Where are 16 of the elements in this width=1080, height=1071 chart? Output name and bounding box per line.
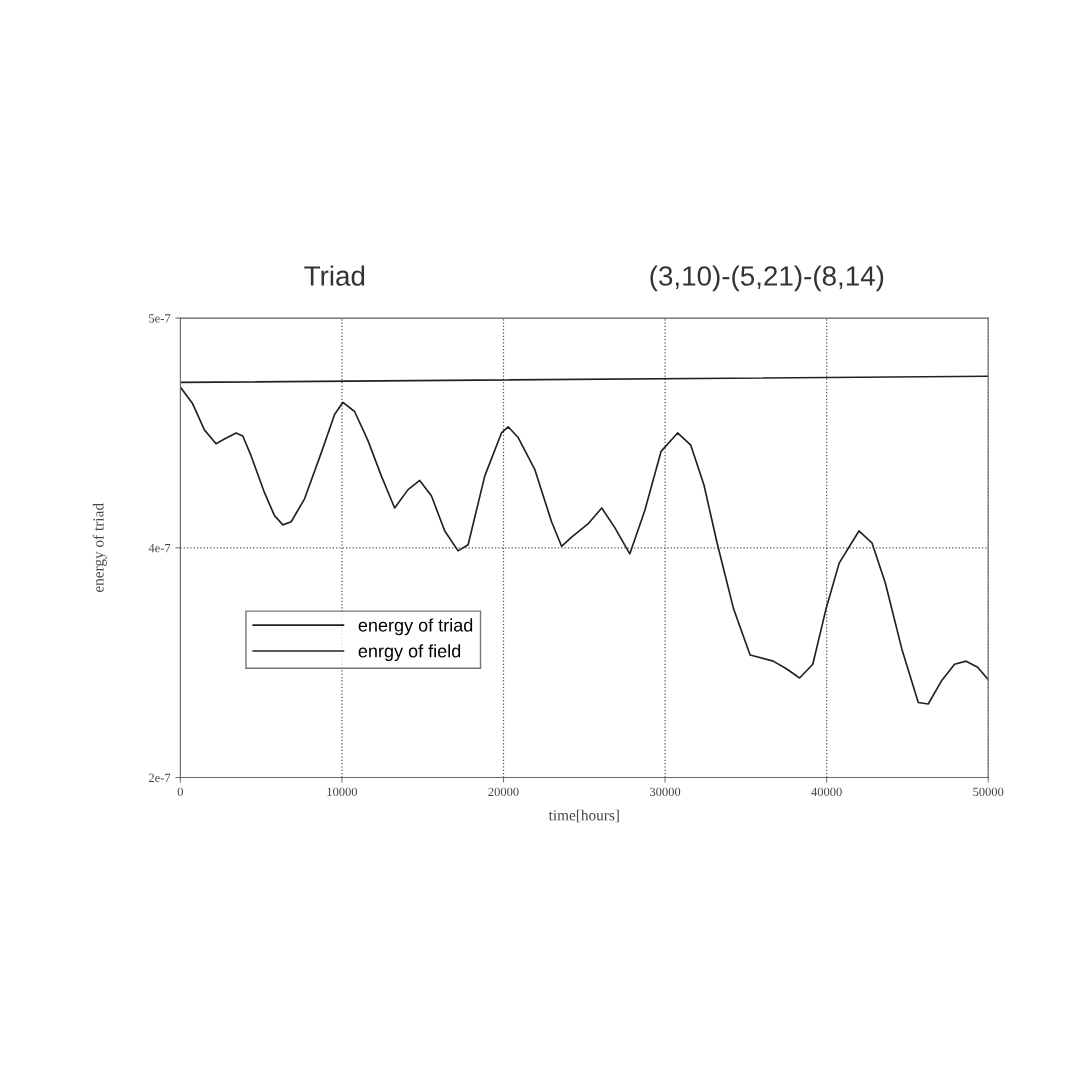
legend-label: enrgy of field xyxy=(358,644,461,662)
x-tick-label: 50000 xyxy=(973,787,1004,797)
x-tick-label: 40000 xyxy=(811,787,842,797)
y-tick-label: 4e-7 xyxy=(148,543,171,553)
chart-subtitle: (3,10)-(5,21)-(8,14) xyxy=(650,265,884,292)
line-series xyxy=(180,386,989,705)
x-tick-label: 30000 xyxy=(650,787,681,797)
x-tick-label: 0 xyxy=(177,787,184,797)
x-axis-title: time[hours] xyxy=(548,809,619,823)
y-tick-label: 5e-7 xyxy=(149,314,171,323)
legend-label: energy of triad xyxy=(358,618,473,636)
chart-title: Triad xyxy=(304,265,365,286)
x-tick-label: 10000 xyxy=(327,787,358,797)
x-tick-label: 20000 xyxy=(488,787,519,797)
y-tick-label: 2e-7 xyxy=(148,773,171,783)
y-axis-title: energy of triad xyxy=(92,503,107,593)
